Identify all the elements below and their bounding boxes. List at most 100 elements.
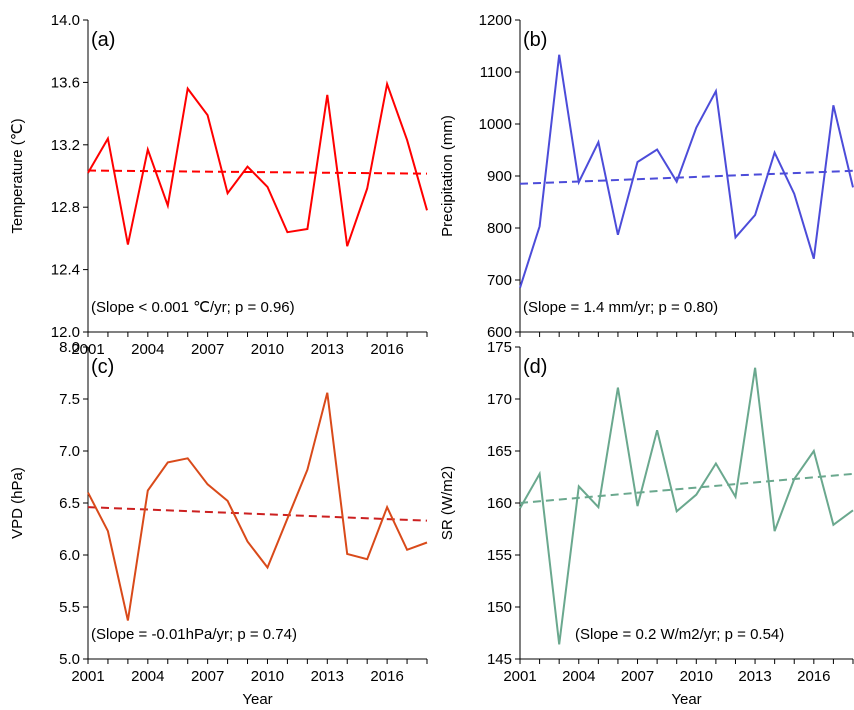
x-tick-label: 2010 bbox=[251, 341, 284, 358]
data-point bbox=[637, 161, 639, 163]
series-line bbox=[87, 392, 428, 621]
x-tick-label: 2013 bbox=[311, 668, 344, 685]
y-tick-label: 170 bbox=[487, 391, 512, 408]
panel-letter: (a) bbox=[91, 29, 115, 51]
x-axis-title: Year bbox=[671, 691, 701, 708]
data-point bbox=[107, 530, 109, 532]
data-point bbox=[406, 549, 408, 551]
data-point bbox=[617, 387, 619, 389]
x-tick-label: 2016 bbox=[797, 668, 830, 685]
data-point bbox=[813, 258, 815, 260]
panel-letter: (c) bbox=[91, 356, 114, 378]
data-point bbox=[539, 225, 541, 227]
x-tick-label: 2016 bbox=[370, 341, 403, 358]
data-point bbox=[306, 228, 308, 230]
y-tick-label: 12.0 bbox=[51, 324, 80, 341]
data-point bbox=[734, 496, 736, 498]
data-point bbox=[346, 245, 348, 247]
data-point bbox=[754, 214, 756, 216]
data-point bbox=[366, 558, 368, 560]
y-tick-label: 700 bbox=[487, 272, 512, 289]
data-point bbox=[558, 54, 560, 56]
x-tick-label: 2004 bbox=[131, 668, 164, 685]
data-point bbox=[426, 209, 428, 211]
y-tick-label: 6.0 bbox=[59, 547, 80, 564]
data-point bbox=[656, 148, 658, 150]
data-point bbox=[386, 83, 388, 85]
y-tick-label: 165 bbox=[487, 443, 512, 460]
data-point bbox=[774, 152, 776, 154]
y-tick-label: 7.0 bbox=[59, 443, 80, 460]
series-line bbox=[519, 367, 854, 645]
data-point bbox=[87, 172, 89, 174]
data-point bbox=[426, 542, 428, 544]
data-point bbox=[346, 553, 348, 555]
x-tick-label: 2013 bbox=[738, 668, 771, 685]
slope-annotation: (Slope = 1.4 mm/yr; p = 0.80) bbox=[523, 299, 718, 316]
x-tick-label: 2007 bbox=[191, 668, 224, 685]
slope-annotation: (Slope = -0.01hPa/yr; p = 0.74) bbox=[91, 626, 297, 643]
y-tick-label: 1000 bbox=[479, 116, 512, 133]
x-tick-label: 2001 bbox=[503, 668, 536, 685]
y-tick-label: 13.6 bbox=[51, 74, 80, 91]
data-point bbox=[578, 181, 580, 183]
data-point bbox=[715, 90, 717, 92]
data-point bbox=[406, 139, 408, 141]
x-tick-label: 2001 bbox=[71, 668, 104, 685]
data-point bbox=[519, 507, 521, 509]
data-point bbox=[715, 462, 717, 464]
data-point bbox=[127, 620, 129, 622]
y-tick-label: 155 bbox=[487, 547, 512, 564]
panel-d: 145 150 155 160 165 170 175 2001 2004 2007 2010 201… bbox=[439, 339, 854, 708]
data-point bbox=[774, 530, 776, 532]
y-axis-title: SR (W/m2) bbox=[439, 466, 456, 540]
data-point bbox=[754, 367, 756, 369]
y-axis-title: VPD (hPa) bbox=[9, 467, 26, 539]
series-line bbox=[87, 80, 428, 247]
data-point bbox=[695, 127, 697, 129]
x-tick-label: 2004 bbox=[131, 341, 164, 358]
data-point bbox=[167, 205, 169, 207]
data-point bbox=[558, 643, 560, 645]
x-tick-label: 2016 bbox=[370, 668, 403, 685]
y-tick-label: 1100 bbox=[480, 64, 512, 81]
data-point bbox=[326, 392, 328, 394]
data-point bbox=[597, 141, 599, 143]
data-point bbox=[227, 500, 229, 502]
data-point bbox=[107, 138, 109, 140]
panel-letter: (b) bbox=[523, 29, 547, 51]
data-point bbox=[187, 457, 189, 459]
data-point bbox=[519, 287, 521, 289]
data-point bbox=[676, 181, 678, 183]
panel-c: 5.0 5.5 6.0 6.5 7.0 7.5 8.0 2001 2004 2007 2010 201… bbox=[9, 339, 428, 708]
x-tick-label: 2010 bbox=[251, 668, 284, 685]
slope-annotation: (Slope = 0.2 W/m2/yr; p = 0.54) bbox=[575, 626, 784, 643]
y-tick-label: 145 bbox=[487, 651, 512, 668]
data-point bbox=[286, 518, 288, 520]
data-point bbox=[147, 490, 149, 492]
y-tick-label: 12.8 bbox=[51, 199, 80, 216]
data-point bbox=[637, 505, 639, 507]
data-point bbox=[266, 566, 268, 568]
y-tick-label: 800 bbox=[487, 220, 512, 237]
data-point bbox=[167, 461, 169, 463]
y-tick-label: 150 bbox=[487, 599, 512, 616]
data-point bbox=[247, 540, 249, 542]
data-point bbox=[207, 483, 209, 485]
x-tick-label: 2013 bbox=[311, 341, 344, 358]
panel-b: 600 700 800 900 1000 1100 1200 Precipitation (m… bbox=[439, 12, 854, 341]
data-point bbox=[187, 88, 189, 90]
data-point bbox=[306, 469, 308, 471]
y-tick-label: 13.2 bbox=[51, 137, 80, 154]
data-point bbox=[676, 510, 678, 512]
x-tick-label: 2007 bbox=[621, 668, 654, 685]
data-point bbox=[578, 485, 580, 487]
data-point bbox=[386, 506, 388, 508]
y-tick-label: 12.4 bbox=[51, 262, 80, 279]
y-tick-label: 175 bbox=[487, 339, 512, 356]
data-point bbox=[286, 231, 288, 233]
trend-line bbox=[87, 506, 428, 522]
y-tick-label: 5.0 bbox=[59, 651, 80, 668]
